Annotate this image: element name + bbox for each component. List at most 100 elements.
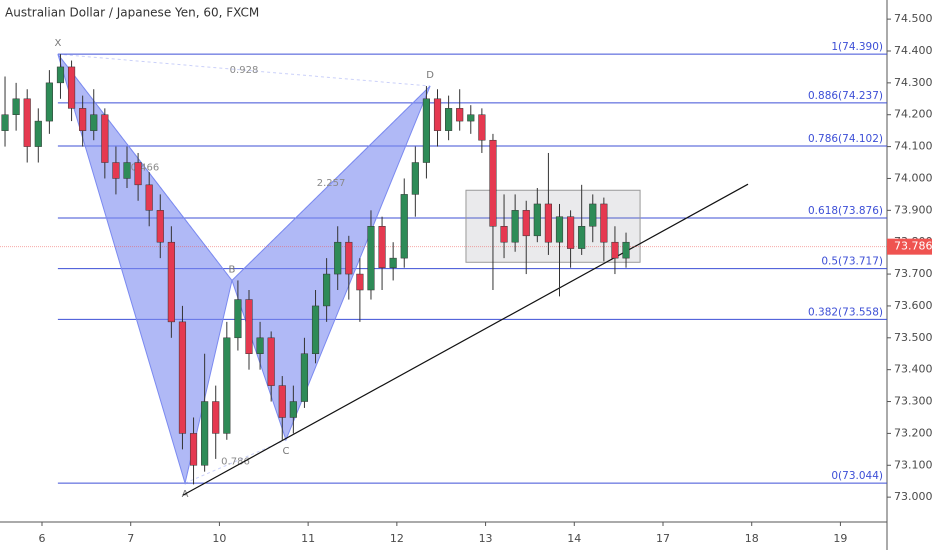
fib-level-label: 0(73.044) [831, 470, 883, 482]
pattern-triangle [231, 85, 431, 442]
candle-body [478, 114, 486, 141]
pattern-ratio: 0.928 [230, 65, 259, 76]
y-tick-label: 73.400 [894, 363, 932, 376]
candle-body [278, 385, 286, 418]
candle-body [90, 114, 98, 131]
candle-body [79, 108, 87, 131]
x-tick-label: 17 [656, 532, 670, 545]
y-tick-label: 73.500 [894, 331, 932, 344]
pattern-leg [57, 53, 431, 87]
x-tick-label: 13 [479, 532, 493, 545]
candle-body [56, 66, 65, 84]
fib-level-label: 0.886(74.237) [808, 90, 883, 102]
candle-body [489, 139, 497, 227]
candle-body [212, 401, 220, 434]
candle-body [300, 353, 309, 402]
candle-body [256, 337, 264, 354]
x-tick-label: 12 [390, 532, 404, 545]
pattern-point-label: B [229, 264, 236, 275]
candle-body [433, 98, 442, 131]
candle-body [101, 114, 109, 163]
candle-body [201, 401, 209, 466]
candle-body [567, 216, 575, 249]
pattern-leg [184, 439, 287, 484]
candle-body [600, 203, 608, 243]
candle-body [1, 114, 9, 131]
candle-body [67, 66, 76, 109]
candle-body [134, 162, 142, 186]
candle-body [367, 226, 375, 291]
fib-level-label: 0.5(73.717) [821, 256, 883, 268]
candle-body [555, 216, 564, 243]
candle-body [422, 98, 430, 163]
candle-body [456, 108, 464, 122]
x-tick-label: 14 [567, 532, 581, 545]
pattern-ratio: 0.786 [221, 456, 250, 467]
candle-body [323, 273, 331, 307]
y-tick-label: 74.100 [894, 140, 932, 153]
candle-body [578, 226, 586, 249]
x-tick-label: 10 [212, 532, 226, 545]
y-tick-label: 73.000 [894, 490, 932, 503]
candle-body [522, 210, 530, 237]
x-tick-label: 7 [127, 532, 134, 545]
candle-body [23, 98, 31, 147]
candle-body [334, 241, 342, 275]
candle-body [223, 337, 231, 434]
candle-body [245, 299, 253, 354]
candle-body [356, 273, 364, 291]
candle-body [178, 321, 187, 434]
candle-body [12, 98, 20, 115]
candle-body [345, 241, 353, 275]
current-price-box [887, 238, 932, 255]
y-tick-label: 73.700 [894, 267, 932, 280]
candle-body [112, 162, 120, 179]
candle-body [378, 226, 386, 268]
y-tick-label: 73.200 [894, 426, 932, 439]
candle-body [156, 210, 164, 243]
pattern-leg [231, 85, 431, 281]
pattern-ratio: 0.466 [131, 162, 160, 173]
pattern-point-label: X [54, 38, 61, 49]
chart-title: Australian Dollar / Japanese Yen, 60, FX… [5, 6, 259, 20]
current-price-label: 73.786 [894, 240, 932, 253]
y-tick-label: 73.100 [894, 458, 932, 471]
y-tick-label: 74.300 [894, 76, 932, 89]
candle-body [45, 82, 53, 122]
candle-body [389, 257, 397, 268]
pattern-point-label: C [282, 446, 289, 457]
x-tick-label: 18 [745, 532, 759, 545]
candle-body [533, 203, 541, 237]
x-tick-label: 6 [38, 532, 45, 545]
y-tick-label: 73.300 [894, 395, 932, 408]
candle-body [467, 114, 475, 122]
candle-body [400, 194, 408, 259]
pattern-point-label: D [426, 70, 434, 81]
fib-level-label: 0.618(73.876) [808, 205, 883, 217]
y-tick-label: 74.000 [894, 171, 932, 184]
candle-body [622, 241, 630, 259]
candle-body [511, 210, 519, 243]
x-tick-label: 11 [301, 532, 315, 545]
candle-body [544, 203, 552, 243]
candle-body [34, 120, 42, 147]
candle-body [267, 337, 275, 386]
candle-body [189, 433, 198, 466]
candle-body [611, 241, 619, 259]
candle-body [445, 108, 453, 131]
x-tick-label: 19 [833, 532, 847, 545]
y-tick-label: 73.600 [894, 299, 932, 312]
y-tick-label: 74.200 [894, 108, 932, 121]
fib-level-label: 1(74.390) [831, 41, 883, 53]
pattern-ratio: 2.257 [317, 178, 346, 189]
candle-body [311, 305, 320, 354]
candle-body [411, 162, 419, 195]
candle-body [167, 241, 175, 323]
candle-body [289, 401, 297, 418]
candle-body [589, 203, 597, 227]
fib-level-label: 0.786(74.102) [808, 133, 883, 145]
y-tick-label: 74.400 [894, 44, 932, 57]
trendline [182, 183, 749, 496]
